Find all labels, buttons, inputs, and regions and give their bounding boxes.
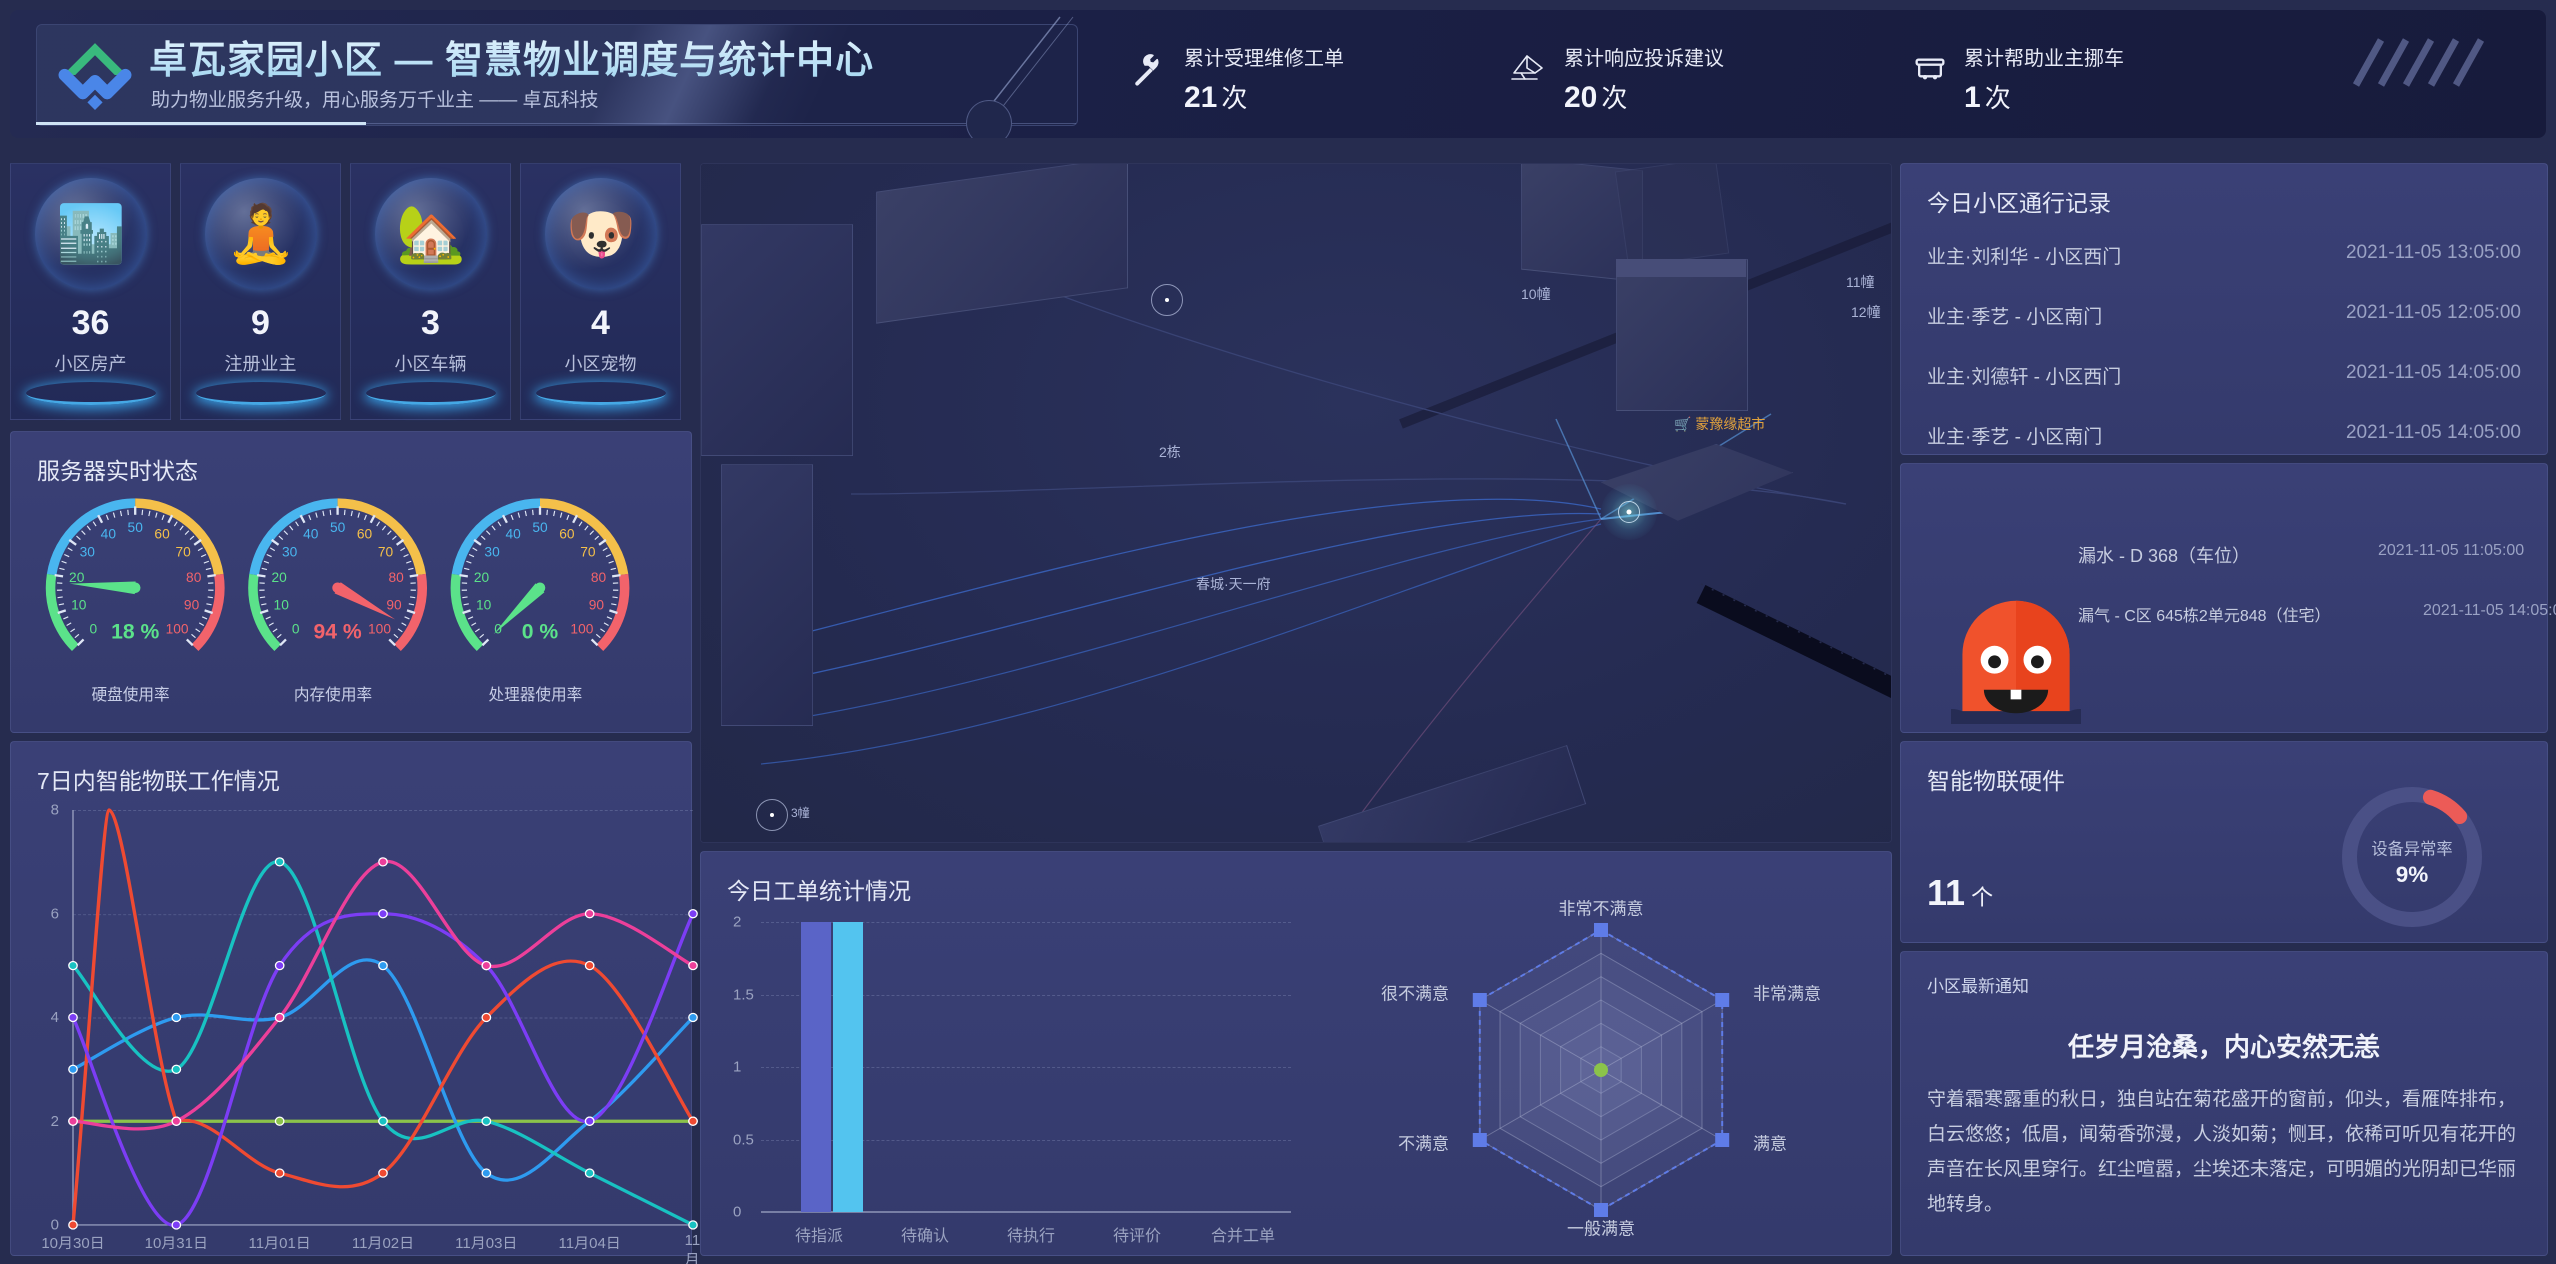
svg-text:30: 30	[282, 545, 298, 560]
svg-text:80: 80	[388, 570, 404, 585]
svg-text:0 %: 0 %	[522, 621, 559, 644]
svg-text:30: 30	[484, 545, 500, 560]
svg-text:60: 60	[357, 527, 373, 542]
svg-text:0: 0	[292, 621, 300, 636]
svg-text:100: 100	[570, 621, 593, 636]
svg-text:40: 40	[505, 527, 521, 542]
svg-text:满意: 满意	[1753, 1134, 1787, 1153]
svg-text:9%: 9%	[2396, 862, 2429, 887]
svg-text:10: 10	[476, 598, 492, 613]
svg-text:不满意: 不满意	[1398, 1134, 1449, 1153]
svg-text:90: 90	[589, 598, 605, 613]
svg-text:90: 90	[386, 598, 402, 613]
svg-text:80: 80	[186, 570, 202, 585]
svg-text:30: 30	[80, 545, 96, 560]
svg-text:40: 40	[303, 527, 319, 542]
svg-text:70: 70	[175, 545, 191, 560]
svg-text:10: 10	[71, 598, 87, 613]
svg-text:一般满意: 一般满意	[1567, 1219, 1635, 1238]
svg-text:40: 40	[101, 527, 117, 542]
svg-text:60: 60	[154, 527, 170, 542]
svg-text:非常满意: 非常满意	[1753, 984, 1821, 1003]
svg-text:0: 0	[89, 621, 97, 636]
svg-text:94 %: 94 %	[313, 621, 361, 644]
svg-text:70: 70	[378, 545, 394, 560]
svg-text:50: 50	[330, 520, 346, 535]
svg-text:20: 20	[69, 570, 85, 585]
svg-text:80: 80	[591, 570, 607, 585]
svg-text:设备异常率: 设备异常率	[2371, 841, 2452, 859]
svg-text:90: 90	[184, 598, 200, 613]
svg-text:20: 20	[474, 570, 490, 585]
svg-text:20: 20	[271, 570, 287, 585]
svg-text:10: 10	[274, 598, 290, 613]
svg-text:50: 50	[128, 520, 144, 535]
svg-text:70: 70	[580, 545, 596, 560]
svg-text:60: 60	[559, 527, 575, 542]
svg-text:100: 100	[368, 621, 391, 636]
svg-text:非常不满意: 非常不满意	[1559, 899, 1644, 918]
svg-text:18 %: 18 %	[111, 621, 159, 644]
svg-text:100: 100	[166, 621, 189, 636]
svg-text:50: 50	[532, 520, 548, 535]
svg-text:很不满意: 很不满意	[1381, 984, 1449, 1003]
